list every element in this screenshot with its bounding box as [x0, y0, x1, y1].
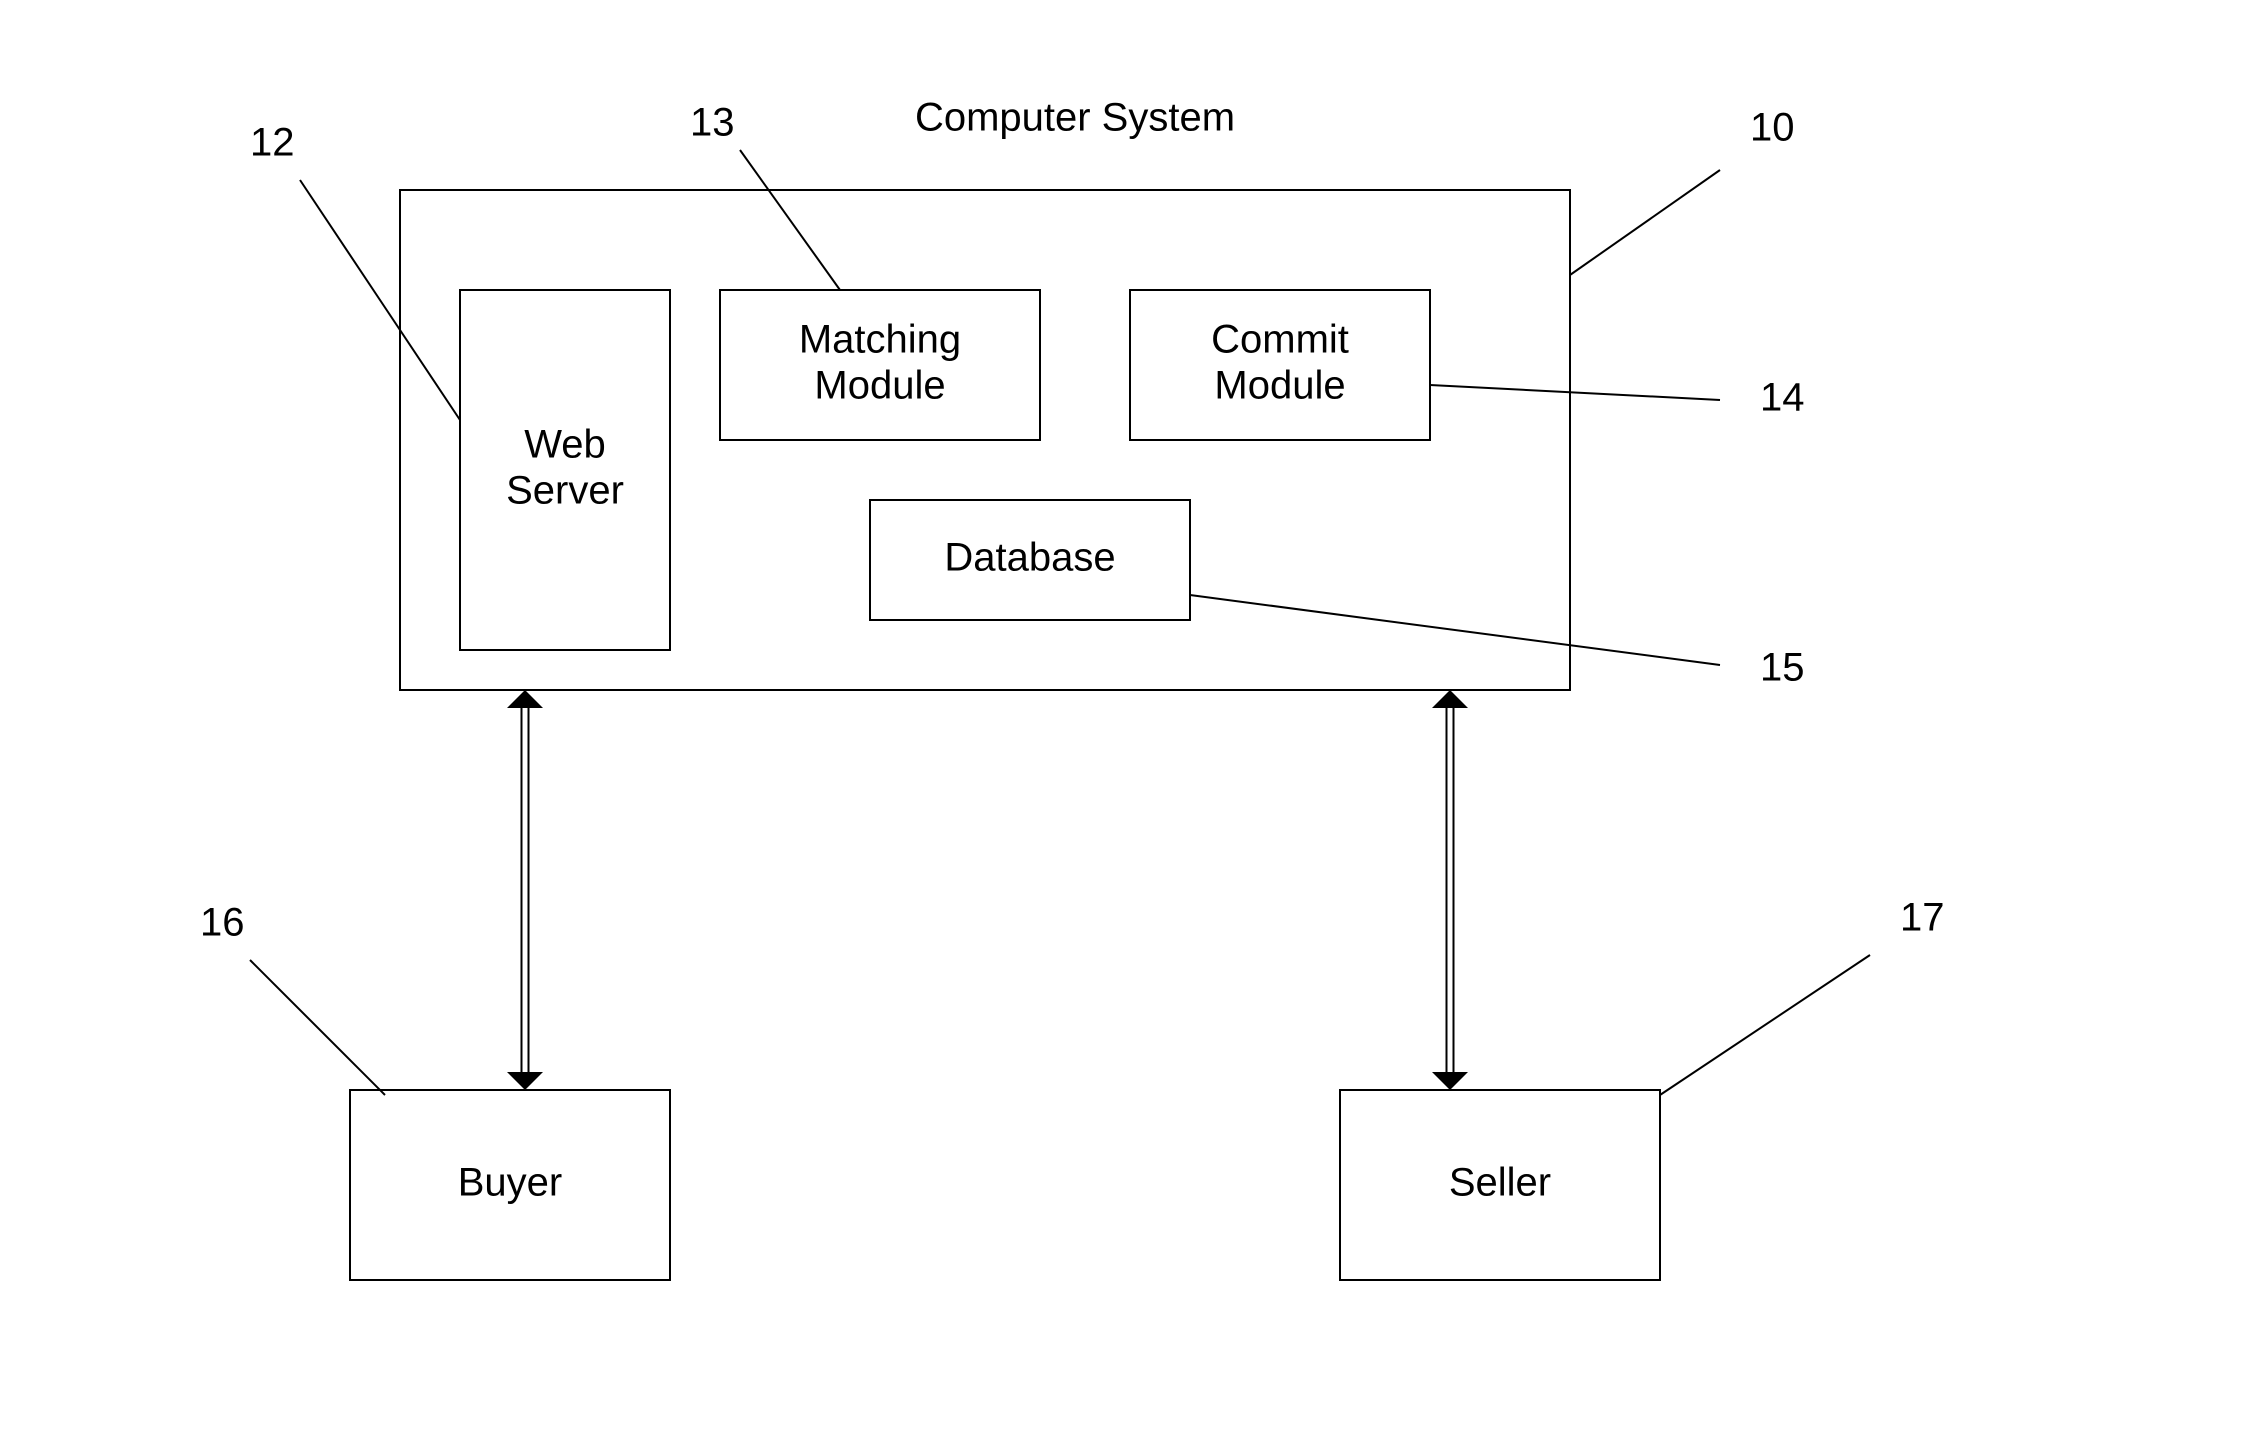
- database-label: Database: [944, 536, 1115, 580]
- seller_link-arrowhead-top: [1432, 690, 1468, 708]
- ref-15: 15: [1760, 646, 1805, 690]
- leader-17: [1660, 955, 1870, 1095]
- web-label: Server: [506, 469, 624, 513]
- system-diagram: Computer SystemWebServerMatchingModuleCo…: [0, 0, 2258, 1456]
- buyer_link-arrowhead-bottom: [507, 1072, 543, 1090]
- buyer-label: Buyer: [458, 1161, 563, 1205]
- commit-label: Module: [1214, 364, 1345, 408]
- ref-14: 14: [1760, 376, 1805, 420]
- seller_link-arrowhead-bottom: [1432, 1072, 1468, 1090]
- ref-17: 17: [1900, 896, 1945, 940]
- ref-13: 13: [690, 101, 735, 145]
- diagram-title: Computer System: [915, 96, 1235, 140]
- commit-label: Commit: [1211, 318, 1349, 362]
- matching-label: Module: [814, 364, 945, 408]
- leader-10: [1570, 170, 1720, 275]
- ref-12: 12: [250, 121, 295, 165]
- ref-10: 10: [1750, 106, 1795, 150]
- matching-label: Matching: [799, 318, 961, 362]
- buyer_link-arrowhead-top: [507, 690, 543, 708]
- leader-16: [250, 960, 385, 1095]
- ref-16: 16: [200, 901, 245, 945]
- seller-label: Seller: [1449, 1161, 1551, 1205]
- web-label: Web: [524, 423, 606, 467]
